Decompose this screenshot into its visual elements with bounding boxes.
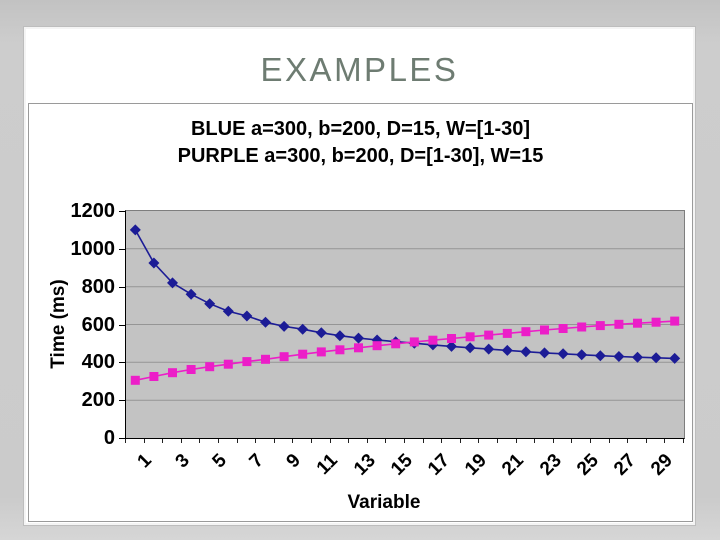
x-tick-label: 9 [282, 450, 305, 473]
slide-title: EXAMPLES [260, 51, 459, 88]
x-tick-mark [422, 439, 424, 443]
x-axis-title: Variable [347, 492, 421, 513]
chart-title-line2: PURPLE a=300, b=200, D=[1-30], W=15 [177, 145, 544, 167]
x-tick-mark [552, 439, 554, 443]
x-tick-mark [292, 439, 294, 443]
x-tick-label: 19 [461, 450, 491, 480]
x-tick-mark [683, 439, 684, 443]
x-tick-label: 23 [535, 450, 566, 480]
x-tick-mark [366, 439, 368, 443]
x-tick-label: 13 [349, 450, 380, 480]
x-tick-label: 25 [572, 450, 603, 480]
x-tick-label: 7 [245, 450, 268, 473]
y-tick-mark [119, 324, 125, 326]
x-tick-mark [143, 439, 145, 443]
x-tick-mark [441, 439, 443, 443]
x-tick-mark [608, 439, 610, 443]
x-tick-mark [162, 439, 164, 443]
y-tick-mark [119, 211, 125, 212]
chart-plot-svg [126, 224, 684, 401]
y-tick-label: 0 [103, 427, 115, 449]
x-tick-mark [125, 439, 126, 443]
y-tick-mark [119, 248, 125, 250]
x-tick-label: 17 [423, 450, 454, 480]
x-tick-mark [497, 439, 498, 443]
x-tick-mark [348, 439, 350, 443]
x-tick-mark [311, 439, 312, 443]
x-tick-mark [180, 439, 182, 443]
x-tick-label: 5 [208, 450, 231, 473]
x-tick-mark [478, 439, 480, 443]
y-tick-mark [119, 438, 125, 439]
y-tick-label: 400 [81, 351, 115, 374]
x-tick-mark [329, 439, 331, 443]
x-tick-label: 15 [386, 450, 417, 480]
y-tick-label: 800 [81, 275, 115, 298]
x-tick-label: 29 [647, 450, 677, 480]
x-tick-mark [664, 439, 666, 443]
plot-area [125, 210, 685, 439]
x-tick-mark [273, 439, 275, 443]
x-tick-mark [199, 439, 201, 443]
y-tick-label: 1200 [70, 200, 116, 222]
x-tick-mark [645, 439, 647, 443]
slide: EXAMPLES BLUE a=300, b=200, D=15, W=[1-3… [24, 27, 695, 525]
x-tick-mark [218, 439, 219, 443]
x-tick-mark [627, 439, 629, 443]
chart-container: BLUE a=300, b=200, D=15, W=[1-30] PURPLE… [28, 103, 693, 522]
y-tick-label: 600 [81, 313, 115, 336]
x-tick-mark [534, 439, 536, 443]
y-tick-mark [119, 286, 125, 288]
x-tick-mark [459, 439, 461, 443]
chart-title: BLUE a=300, b=200, D=15, W=[1-30] PURPLE… [29, 116, 692, 170]
x-tick-mark [236, 439, 238, 443]
x-tick-label: 27 [609, 450, 640, 480]
y-tick-mark [119, 400, 125, 402]
x-tick-mark [590, 439, 591, 443]
y-tick-label: 200 [81, 389, 115, 412]
x-tick-label: 1 [133, 450, 157, 473]
x-tick-mark [404, 439, 405, 443]
x-tick-mark [515, 439, 517, 443]
x-tick-label: 11 [313, 450, 343, 480]
y-tick-label: 1000 [70, 237, 116, 260]
x-tick-mark [255, 439, 257, 443]
chart-title-line1: BLUE a=300, b=200, D=15, W=[1-30] [190, 118, 531, 140]
x-tick-label: 21 [498, 450, 529, 480]
x-tick-mark [385, 439, 387, 443]
x-tick-label: 3 [171, 450, 194, 473]
x-tick-mark [571, 439, 573, 443]
y-tick-mark [119, 362, 125, 364]
